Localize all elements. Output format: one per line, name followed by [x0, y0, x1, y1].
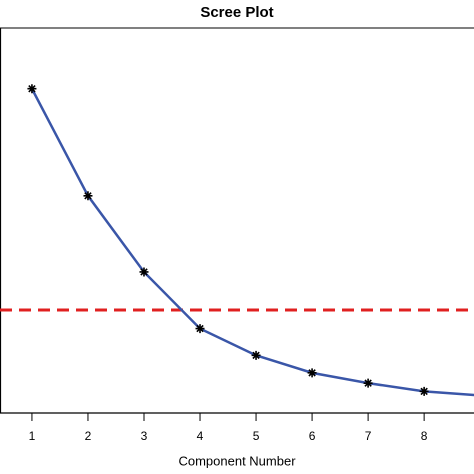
x-axis-title: Component Number [178, 453, 296, 468]
data-point [139, 267, 149, 277]
data-point [195, 324, 205, 334]
x-tick-label: 1 [29, 429, 36, 443]
x-tick-label: 7 [365, 429, 372, 443]
x-tick-label: 2 [85, 429, 92, 443]
x-tick-label: 3 [141, 429, 148, 443]
data-point [27, 84, 37, 94]
data-point [307, 368, 317, 378]
x-tick-label: 5 [253, 429, 260, 443]
x-tick-label: 8 [421, 429, 428, 443]
plot-area [0, 84, 474, 397]
chart-title: Scree Plot [200, 4, 273, 21]
data-point [363, 378, 373, 388]
data-point [419, 386, 429, 396]
data-point [83, 191, 93, 201]
x-tick-label: 4 [197, 429, 204, 443]
x-tick-label: 6 [309, 429, 316, 443]
series-line [30, 88, 474, 397]
data-point [251, 350, 261, 360]
